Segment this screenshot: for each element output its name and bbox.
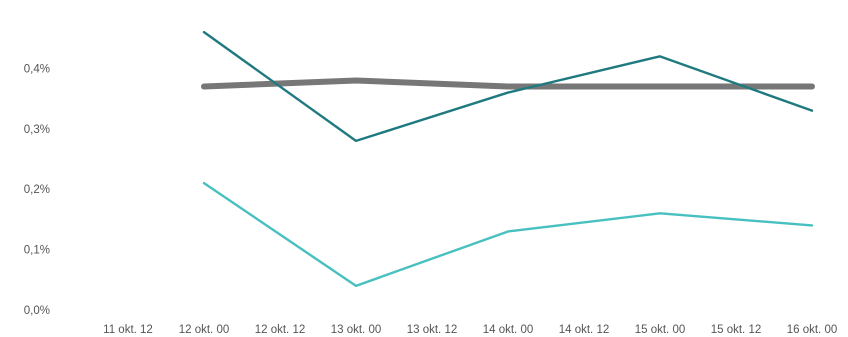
x-tick-label: 15 okt. 00 [635,324,686,336]
x-axis: 11 okt. 12 12 okt. 00 12 okt. 12 13 okt. 00… [103,324,837,336]
y-tick-label: 0,2% [24,184,50,196]
x-tick-label: 16 okt. 00 [787,324,838,336]
x-tick-label: 14 okt. 00 [483,324,534,336]
x-tick-label: 14 okt. 12 [559,324,610,336]
series-line [201,77,815,90]
y-tick-label: 0,3% [24,124,50,136]
y-tick-label: 0,1% [24,245,50,257]
series-2 [202,30,814,143]
y-tick-label: 0,4% [24,63,50,75]
x-tick-label: 12 okt. 12 [255,324,306,336]
series-3 [202,181,814,288]
y-axis: 0,0% 0,1% 0,2% 0,3% 0,4% [24,63,50,317]
x-tick-label: 12 okt. 00 [179,324,230,336]
x-tick-label: 11 okt. 12 [103,324,153,336]
y-tick-label: 0,0% [24,305,50,317]
x-tick-label: 15 okt. 12 [711,324,762,336]
x-tick-label: 13 okt. 00 [331,324,382,336]
series-layer [201,30,815,288]
series-line [202,181,814,288]
x-tick-label: 13 okt. 12 [407,324,458,336]
series-1 [201,77,815,90]
